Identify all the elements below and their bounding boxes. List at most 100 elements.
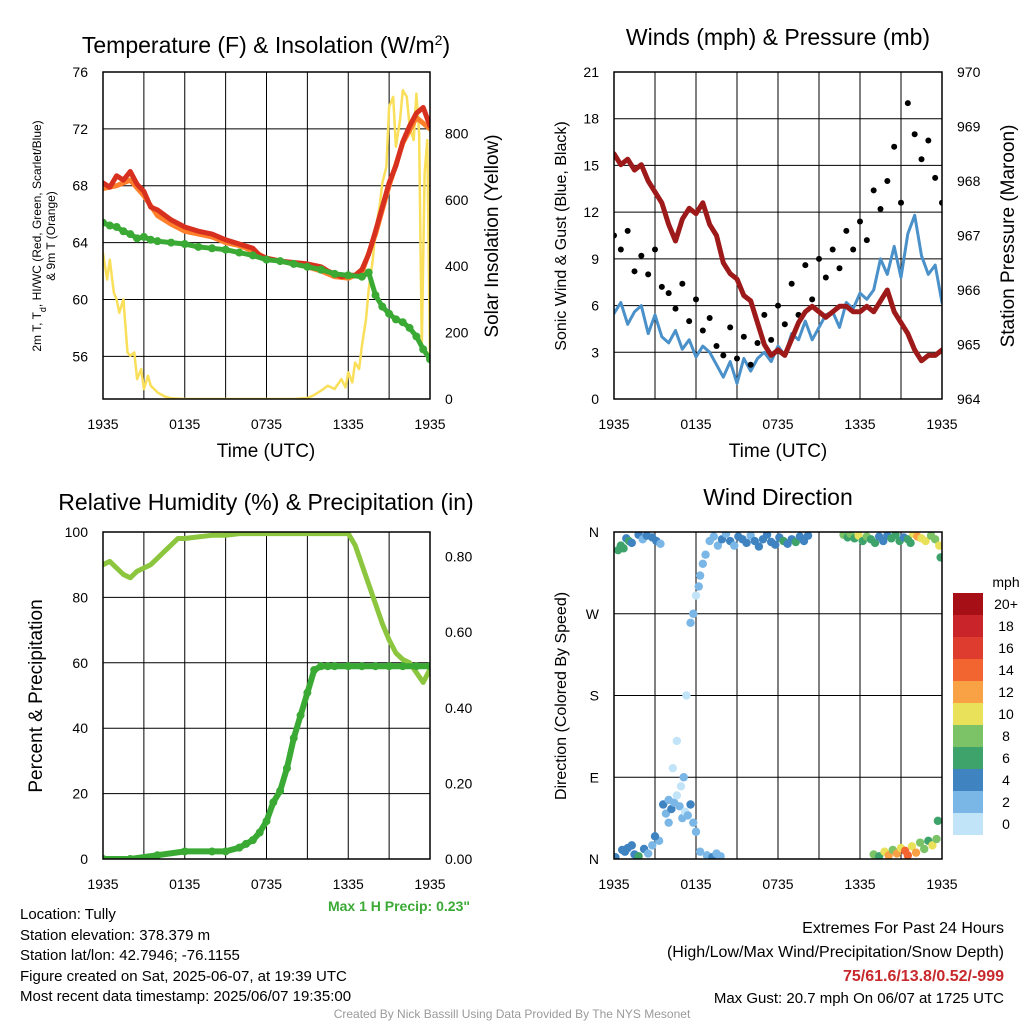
plot-area — [614, 100, 942, 385]
direction-point — [634, 852, 643, 859]
data-point — [761, 311, 768, 318]
data-point — [371, 662, 380, 671]
station-location: Location: Tully — [20, 906, 116, 923]
data-point — [208, 847, 216, 856]
data-point — [303, 688, 312, 697]
data-point — [235, 843, 244, 852]
data-point — [126, 855, 135, 859]
y-tick-label: W — [586, 606, 600, 622]
data-point — [357, 662, 366, 671]
data-point — [153, 237, 162, 246]
y-right-tick-label: 964 — [957, 391, 981, 407]
data-point — [877, 206, 884, 213]
data-point — [391, 315, 400, 324]
colorbar-label: 18 — [998, 618, 1014, 634]
series-line-humidity — [103, 532, 430, 685]
direction-point — [921, 536, 930, 546]
data-point — [836, 265, 843, 272]
temperature-ylabel-line2: & 9m T (Orange) — [44, 191, 58, 281]
data-point — [816, 255, 822, 262]
direction-point — [667, 804, 676, 814]
data-point — [378, 302, 387, 311]
direction-point — [754, 542, 764, 551]
data-point — [405, 323, 414, 332]
data-point — [133, 234, 142, 243]
data-point — [398, 662, 407, 671]
colorbar-label: 14 — [998, 662, 1014, 678]
data-point — [713, 343, 720, 350]
colorbar-label: 2 — [1002, 794, 1010, 810]
direction-point — [627, 841, 636, 850]
y-tick-label: 60 — [72, 655, 88, 671]
data-point — [843, 227, 850, 234]
humidity-title: Relative Humidity (%) & Precipitation (i… — [58, 489, 473, 515]
x-tick-label: 1335 — [333, 416, 364, 432]
colorbar-swatch — [953, 659, 983, 681]
direction-point — [915, 838, 925, 847]
colorbar-swatch — [953, 725, 983, 747]
data-point — [385, 662, 394, 671]
data-point — [248, 251, 257, 260]
y-tick-label: N — [589, 851, 599, 867]
direction-point — [689, 609, 698, 618]
winds-plot: 1935 0135 0735 1335 1935 21 18 15 12 9 6 3 0 970 969 96… — [583, 64, 980, 432]
direction-point — [627, 538, 636, 548]
direction-point — [675, 802, 684, 811]
y-tick-label: 0 — [591, 391, 599, 407]
colorbar-label: 16 — [998, 640, 1014, 656]
data-point — [269, 798, 278, 807]
colorbar-swatch — [953, 703, 983, 725]
data-point — [344, 271, 353, 280]
colorbar-label: 8 — [1002, 728, 1010, 744]
data-point — [624, 227, 631, 234]
data-point — [221, 847, 230, 856]
y-tick-label: 0 — [80, 851, 88, 867]
temperature-ylabel: 2m T, Td, HI/WC (Red, Green, Scarlet/Blu… — [30, 120, 48, 351]
plot-frame — [613, 531, 943, 860]
direction-title: Wind Direction — [703, 484, 853, 510]
y-right-tick-label: 969 — [957, 119, 981, 135]
y-right-tick-label: 0.40 — [445, 700, 472, 716]
data-point — [857, 218, 863, 225]
data-point — [180, 847, 189, 856]
series-line-precip — [103, 663, 430, 859]
data-point — [658, 283, 665, 290]
direction-point — [907, 842, 917, 851]
temperature-xlabel: Time (UTC) — [217, 441, 316, 462]
y-tick-label: E — [590, 769, 599, 785]
data-point — [385, 309, 394, 318]
data-point — [652, 246, 658, 253]
x-tick-label: 1935 — [87, 876, 118, 892]
data-point — [296, 711, 305, 720]
humidity-ylabel: Percent & Precipitation — [26, 599, 47, 792]
colorbar-swatch — [953, 813, 983, 835]
data-point — [112, 222, 121, 231]
x-tick-label: 1935 — [926, 416, 957, 432]
y-right-tick-label: 0.60 — [445, 624, 472, 640]
x-tick-label: 1935 — [87, 416, 118, 432]
data-point — [323, 662, 332, 671]
extremes-subtitle: (High/Low/Max Wind/Precipitation/Snow De… — [666, 944, 1004, 961]
direction-point — [716, 852, 725, 859]
recent-timestamp: Most recent data timestamp: 2025/06/07 1… — [20, 988, 352, 1005]
data-point — [829, 246, 836, 253]
direction-point — [730, 541, 739, 550]
data-point — [720, 352, 727, 359]
data-point — [863, 237, 870, 244]
direction-point — [686, 800, 695, 809]
direction-point — [695, 847, 705, 856]
direction-point — [695, 571, 705, 580]
direction-panel: Wind Direction Direction (Colored By Spe… — [553, 484, 1020, 892]
direction-point — [870, 538, 880, 548]
direction-point — [742, 538, 751, 548]
series-line-wind — [614, 213, 942, 385]
data-point — [276, 257, 285, 266]
direction-point — [891, 532, 900, 539]
direction-point — [928, 841, 937, 850]
plot-frame — [102, 531, 431, 860]
y-tick-label: 6 — [591, 298, 599, 314]
direction-point — [930, 535, 940, 544]
colorbar-swatch — [953, 747, 983, 769]
data-point — [310, 665, 319, 674]
